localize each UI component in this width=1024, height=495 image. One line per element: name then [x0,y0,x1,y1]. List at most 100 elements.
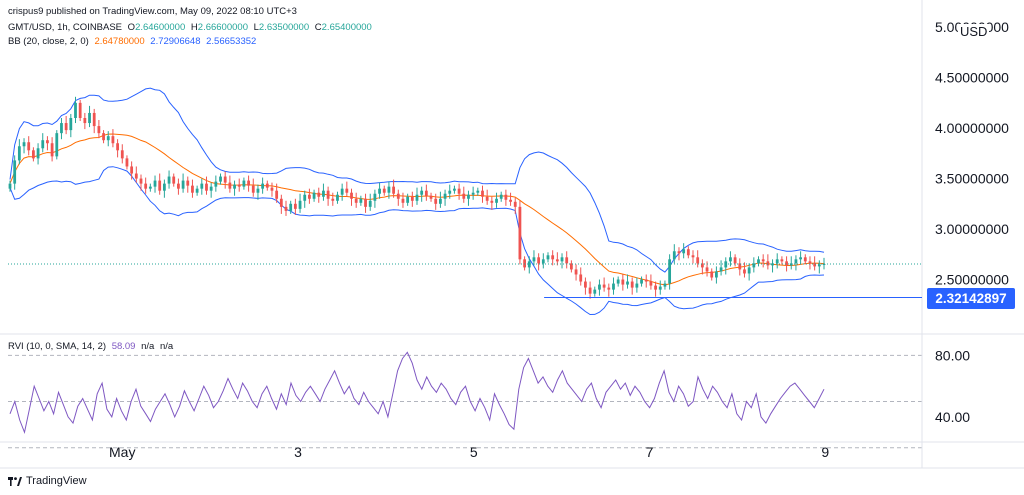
candle [780,259,784,262]
candle [359,198,363,203]
candle [158,180,162,191]
candle [719,267,723,272]
candle [256,188,260,193]
candle [50,143,54,157]
candle [691,255,695,258]
candle [322,190,325,197]
candle [434,198,438,204]
candle [331,198,335,201]
candle [785,261,788,266]
candle [743,269,746,274]
candle [771,263,774,266]
high-label: H [190,22,198,33]
candle [677,251,681,254]
candle [284,206,288,211]
candle [635,283,639,288]
candle [705,267,709,272]
candle [125,158,129,167]
candle [410,196,414,201]
candle [527,261,531,268]
bb-basis-value: 2.64780000 [94,36,145,47]
rvi-tick-label: 80.00 [935,347,970,363]
candle [326,190,330,199]
candle [700,263,704,268]
rvi-na-2: n/a [159,341,174,352]
candle [60,123,63,134]
candle [532,257,536,262]
high-value: 2.66600000 [197,22,248,33]
candle [261,183,265,189]
candle [415,194,419,201]
candle [443,193,447,199]
bb-upper-value: 2.72906648 [150,36,201,47]
candle [504,194,508,200]
price-tick-label: 4.00000000 [935,120,1009,136]
candle [317,192,321,197]
candle [139,178,143,184]
price-tick-label: 4.50000000 [935,70,1009,86]
time-tick-label: 9 [821,444,829,460]
candle [485,196,489,201]
candle [560,257,564,262]
rvi-label: RVI (10, 0, SMA, 14, 2) [8,341,107,352]
candle [654,285,657,290]
tradingview-logo: TradingView [8,475,87,487]
candle [574,269,578,275]
candle [97,126,101,134]
candle [471,192,475,195]
candle [757,259,760,264]
candle [775,259,779,264]
candle [69,118,73,131]
low-value: 2.63500000 [258,22,310,33]
candle [518,206,522,260]
candle [424,190,428,196]
price-line-tag: 2.32142897 [927,287,1015,309]
candle [513,201,517,207]
price-tick-label: 2.50000000 [935,272,1009,288]
candle [803,257,807,262]
candle [31,150,35,159]
candle [195,188,199,193]
candle [420,190,424,195]
candle [251,185,255,193]
candle [696,257,700,264]
candle [181,180,185,189]
candle [345,188,349,193]
candle [186,180,190,186]
candle [78,102,82,118]
price-tick-label: 3.00000000 [935,221,1009,237]
candle [733,257,737,264]
candle [462,193,466,199]
candle [144,183,148,189]
time-tick-label: May [109,444,135,460]
candle [83,118,87,124]
close-value: 2.65400000 [321,22,372,33]
candle [607,287,611,290]
bb-lower-value: 2.56653352 [206,36,257,47]
candle [336,194,339,201]
candle [626,281,629,285]
candle [565,257,569,264]
candle [584,281,587,288]
time-tick-label: 5 [470,444,478,460]
candle [233,184,236,189]
bb-label: BB (20, close, 2, 0) [8,36,89,47]
candle [92,112,96,127]
candle [340,188,344,195]
candle [8,183,12,189]
bb-legend: BB (20, close, 2, 0) 2.64780000 2.729066… [8,36,256,48]
candle [167,176,171,184]
candle [569,263,573,270]
candle [555,259,559,262]
currency-label[interactable]: USD [958,24,990,39]
candle [682,249,686,254]
candle [373,193,377,201]
candle [205,183,208,191]
candlestick-series [8,96,826,299]
candle [293,203,297,209]
candle [401,198,405,203]
candle [209,186,213,191]
candle [729,257,732,262]
candle [17,146,21,161]
